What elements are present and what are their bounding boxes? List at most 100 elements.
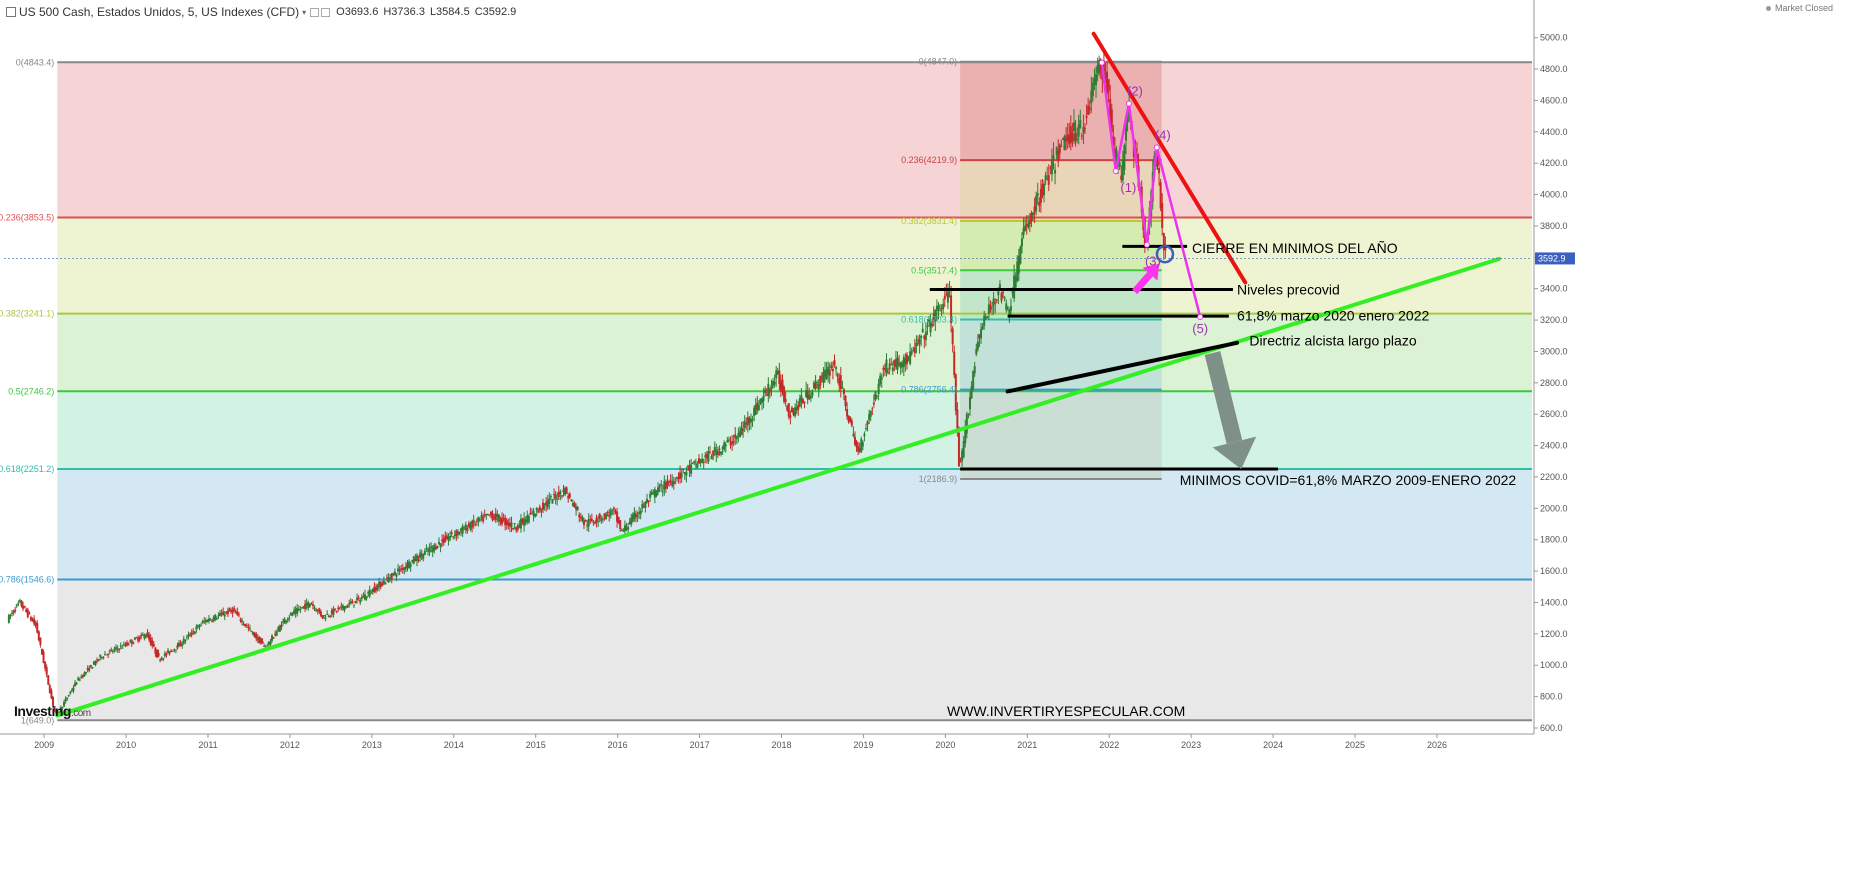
x-tick-label: 2014 xyxy=(444,740,464,750)
candle-body xyxy=(601,518,604,520)
candle-body xyxy=(271,635,274,641)
candle-body xyxy=(146,632,149,638)
dropdown-icon[interactable]: ▾ xyxy=(302,7,307,17)
candle-body xyxy=(1161,203,1164,229)
candle-body xyxy=(151,640,154,646)
candle-body xyxy=(940,308,943,310)
candle-body xyxy=(757,404,760,411)
candle-body xyxy=(277,627,280,632)
candle-body xyxy=(928,319,931,322)
candle-body xyxy=(96,659,99,661)
candle-body xyxy=(381,583,384,586)
candle-body xyxy=(746,417,749,426)
candle-body xyxy=(214,614,217,621)
candle-body xyxy=(590,518,593,522)
candle-body xyxy=(398,569,401,572)
candle-body xyxy=(660,483,663,486)
candle-body xyxy=(937,305,940,310)
candle-body xyxy=(449,536,452,539)
candle-body xyxy=(48,685,51,694)
candle-body xyxy=(543,503,546,505)
candle-body xyxy=(1060,145,1063,147)
annotation-text: 61,8% marzo 2020 enero 2022 xyxy=(1237,307,1429,323)
candle-body xyxy=(480,515,483,518)
candle-body xyxy=(783,387,786,402)
candle-body xyxy=(652,492,655,494)
candle-body xyxy=(1006,306,1009,309)
candle-body xyxy=(207,618,210,621)
logo-suffix: .com xyxy=(70,708,91,719)
candle-body xyxy=(946,291,949,303)
candle-body xyxy=(256,637,259,641)
candle-body xyxy=(300,607,303,609)
candle-body xyxy=(608,514,611,517)
candle-body xyxy=(307,602,310,608)
collapse-icon[interactable] xyxy=(6,7,16,17)
x-tick-label: 2011 xyxy=(198,740,217,750)
candle-body xyxy=(1003,297,1006,299)
candle-body xyxy=(40,648,43,655)
candle-body xyxy=(231,609,234,614)
candle-body xyxy=(47,675,50,685)
candle-body xyxy=(853,436,856,445)
settings-icon[interactable] xyxy=(310,7,320,17)
candle-body xyxy=(225,611,228,613)
candle-body xyxy=(951,328,954,345)
wave-label: (1) xyxy=(1120,180,1136,195)
candle-body xyxy=(644,501,647,508)
candle-body xyxy=(820,377,823,379)
candle-body xyxy=(274,634,277,636)
candle-body xyxy=(987,304,990,315)
candle-body xyxy=(311,604,314,606)
candle-body xyxy=(863,433,866,437)
candle-body xyxy=(168,651,171,654)
candle-body xyxy=(338,607,341,609)
close-icon[interactable] xyxy=(321,7,331,17)
candle-body xyxy=(397,568,400,572)
candle-body xyxy=(315,609,318,612)
candle-body xyxy=(1049,167,1052,169)
candle-body xyxy=(524,519,527,524)
current-price-tag xyxy=(1535,252,1575,265)
candle-body xyxy=(742,429,745,431)
candle-body xyxy=(259,638,262,644)
candle-body xyxy=(463,529,466,531)
ohlc-l: L3584.5 xyxy=(429,6,470,18)
candle-body xyxy=(704,455,707,458)
candle-body xyxy=(438,541,441,545)
chart-header: US 500 Cash, Estados Unidos, 5, US Index… xyxy=(6,4,521,20)
candle-body xyxy=(15,604,18,606)
candle-body xyxy=(478,519,481,521)
candle-body xyxy=(674,483,677,485)
candle-body xyxy=(508,522,511,527)
candle-body xyxy=(278,626,281,632)
candle-body xyxy=(534,513,537,517)
candle-body xyxy=(319,611,322,616)
candle-body xyxy=(111,651,114,653)
candle-body xyxy=(682,468,685,470)
candle-body xyxy=(560,495,563,497)
candle-body xyxy=(1016,261,1019,281)
wave-label: (5) xyxy=(1192,321,1208,336)
candle-body xyxy=(493,517,496,519)
candle-body xyxy=(212,616,215,621)
candle-body xyxy=(666,481,669,486)
candle-body xyxy=(916,340,919,342)
candle-body xyxy=(293,610,296,614)
candle-body xyxy=(967,413,970,415)
instrument-title[interactable]: US 500 Cash, Estados Unidos, 5, US Index… xyxy=(19,5,300,19)
candle-body xyxy=(230,610,233,612)
candle-body xyxy=(108,650,111,652)
candle-body xyxy=(447,537,450,541)
candle-body xyxy=(1118,162,1121,167)
candle-body xyxy=(860,438,863,453)
candle-body xyxy=(600,519,603,521)
candle-body xyxy=(1107,79,1110,91)
candle-body xyxy=(726,440,729,443)
candle-body xyxy=(85,671,88,673)
candle-body xyxy=(154,647,157,654)
candle-body xyxy=(609,510,612,516)
candle-body xyxy=(467,522,470,527)
candle-body xyxy=(348,603,351,605)
